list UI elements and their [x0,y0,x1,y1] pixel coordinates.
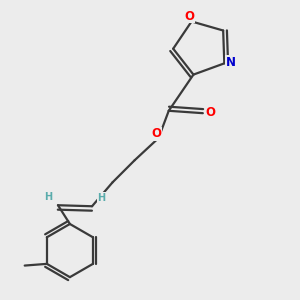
Text: H: H [98,193,106,203]
Text: H: H [44,192,52,202]
Text: N: N [225,56,236,69]
Text: O: O [185,10,195,23]
Text: O: O [205,106,215,119]
Text: O: O [152,128,162,140]
